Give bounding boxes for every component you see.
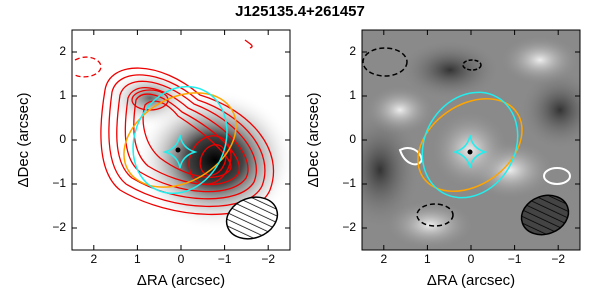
x-axis-label: ΔRA (arcsec)	[427, 272, 515, 289]
x-tick-label: −1	[218, 252, 232, 266]
y-tick-label: 0	[59, 132, 66, 146]
y-tick-label: 2	[59, 44, 66, 58]
x-tick-label: −1	[508, 252, 522, 266]
y-tick-label: −2	[52, 220, 66, 234]
x-tick-label: −2	[551, 252, 565, 266]
x-tick-label: 1	[134, 252, 141, 266]
y-axis-label: ΔDec (arcsec)	[15, 92, 32, 187]
y-tick-label: 1	[59, 88, 66, 102]
y-tick-label: −1	[52, 176, 66, 190]
y-tick-label: 0	[349, 132, 356, 146]
x-axis-label: ΔRA (arcsec)	[137, 272, 225, 289]
y-tick-label: 1	[349, 88, 356, 102]
x-tick-label: 2	[90, 252, 97, 266]
x-tick-label: 2	[380, 252, 387, 266]
x-tick-label: 1	[424, 252, 431, 266]
y-tick-label: −1	[342, 176, 356, 190]
y-axis-label: ΔDec (arcsec)	[305, 92, 322, 187]
panel-image	[72, 30, 290, 250]
x-tick-label: 0	[468, 252, 475, 266]
x-tick-label: 0	[178, 252, 185, 266]
x-tick-label: −2	[261, 252, 275, 266]
y-tick-label: −2	[342, 220, 356, 234]
panel-image	[362, 30, 580, 250]
y-tick-label: 2	[349, 44, 356, 58]
figure-title: J125135.4+261457	[235, 3, 365, 20]
